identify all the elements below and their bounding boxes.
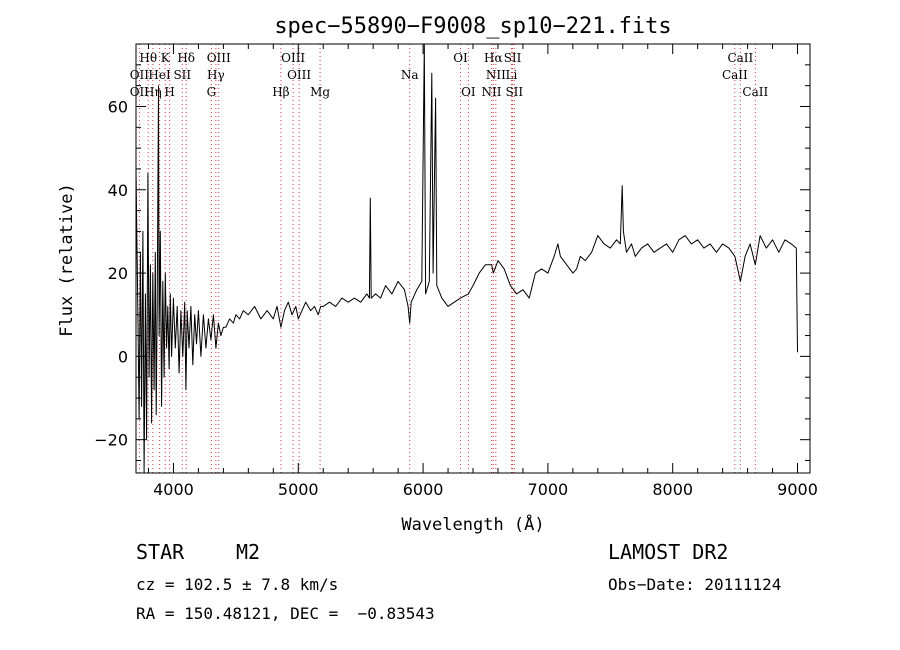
spectral-line-label: OIII: [281, 51, 305, 65]
spectral-line-label: Li: [506, 68, 518, 82]
spectral-line-label: Hδ: [177, 51, 195, 65]
spectral-line-label: CaII: [742, 85, 768, 99]
redshift-readout: cz = 102.5 ± 7.8 km/s: [136, 575, 339, 594]
chart-title: spec−55890−F9008_sp10−221.fits: [274, 14, 671, 39]
x-tick-label: 6000: [403, 480, 444, 499]
spectral-line-label: OI: [461, 85, 476, 99]
object-subclass: M2: [236, 540, 261, 564]
obs-date: Obs−Date: 20111124: [608, 575, 782, 594]
spectrum-line: [135, 43, 798, 474]
spectral-line-label: Hη: [144, 85, 162, 99]
spectral-line-label: SII: [504, 51, 522, 65]
spectral-line-label: Mg: [310, 85, 330, 99]
spectral-line-label: CaII: [727, 51, 753, 65]
spectral-line-label: OIII: [207, 51, 231, 65]
x-tick-label: 4000: [153, 480, 194, 499]
spectral-line-label: SII: [505, 85, 523, 99]
spectral-line-label: H: [164, 85, 174, 99]
x-axis-label: Wavelength (Å): [401, 513, 544, 535]
spectral-line-label: CaII: [722, 68, 748, 82]
spectral-line-label: K: [161, 51, 171, 65]
spectrum-series: [135, 43, 798, 474]
plot-frame: [135, 43, 811, 474]
axis-ticks: 4000 5000 6000 7000 8000 9000 −20 0 20 40 60: [94, 43, 818, 499]
spectral-line-label: Hγ: [207, 68, 225, 82]
spectral-line-label: Hβ: [272, 85, 289, 99]
x-tick-label: 7000: [528, 480, 569, 499]
spectral-line-label: G: [207, 85, 217, 99]
y-tick-label: 60: [108, 97, 128, 116]
spectral-line-label: OIII: [287, 68, 311, 82]
y-tick-label: 20: [108, 264, 128, 283]
x-tick-label: 8000: [652, 480, 693, 499]
x-tick-label: 9000: [777, 480, 818, 499]
spectral-line-label: NII: [486, 68, 506, 82]
object-class: STAR: [136, 540, 185, 564]
y-tick-label: −20: [94, 431, 128, 450]
spectral-line-label: Na: [401, 68, 419, 82]
spectral-line-label: Hα: [484, 51, 503, 65]
data-release: LAMOST DR2: [608, 540, 729, 564]
x-tick-label: 5000: [278, 480, 319, 499]
spectral-line-label: HeI: [148, 68, 171, 82]
spectral-line-label: SII: [173, 68, 191, 82]
spectral-line-label: OII: [130, 68, 150, 82]
spectral-line-label: OI: [453, 51, 468, 65]
y-axis-label: Flux (relative): [57, 183, 77, 337]
coordinates: RA = 150.48121, DEC = −0.83543: [136, 604, 435, 623]
spectral-line-label: NII: [481, 85, 501, 99]
spectral-line-label: OII: [130, 85, 150, 99]
spectral-line-label: Hθ: [139, 51, 157, 65]
spectral-line-markers: [138, 44, 756, 473]
y-tick-label: 40: [108, 181, 128, 200]
y-tick-label: 0: [118, 347, 128, 366]
